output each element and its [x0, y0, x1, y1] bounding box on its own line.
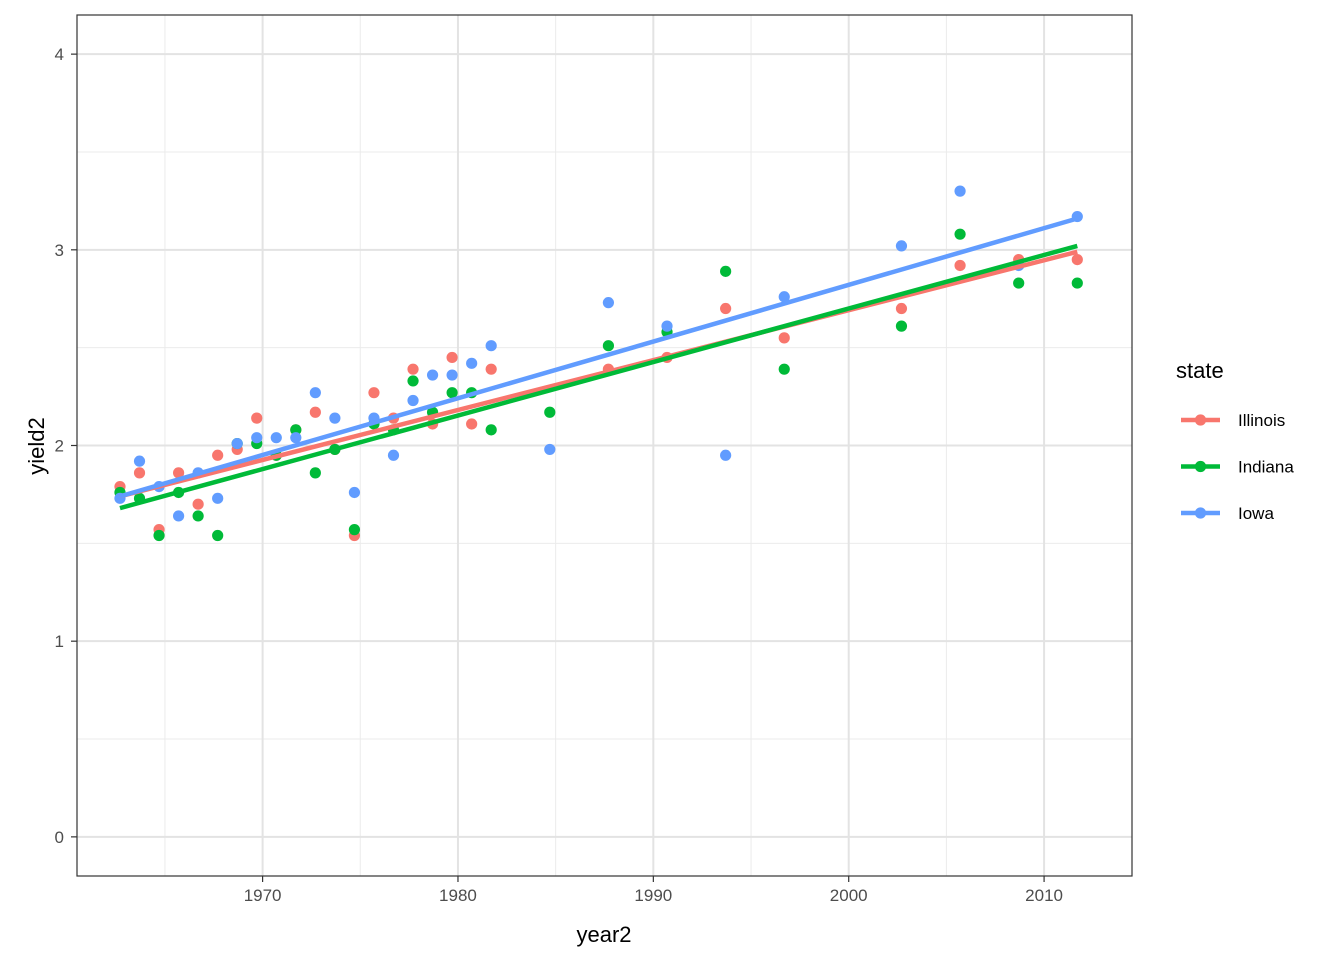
legend-key-point-iowa [1194, 507, 1207, 519]
iowa-point [231, 437, 243, 450]
illinois-point [251, 412, 263, 424]
legend: state Illinois Indiana Iowa [1176, 358, 1294, 523]
iowa-point [661, 320, 673, 332]
illinois-point [1071, 254, 1083, 266]
y-axis-title: yield2 [24, 417, 49, 474]
illinois-point [778, 332, 790, 344]
indiana-point [1013, 277, 1025, 289]
iowa-point [778, 291, 790, 303]
iowa-point [329, 412, 341, 424]
illinois-point [954, 259, 966, 272]
y-tick-label: 3 [55, 241, 64, 260]
y-axis: 0 1 2 3 4 [55, 45, 77, 847]
indiana-point [544, 406, 556, 418]
illinois-point [407, 363, 419, 375]
indiana-point [720, 265, 732, 277]
iowa-point [270, 432, 282, 444]
iowa-point [290, 432, 302, 444]
illinois-point [133, 467, 146, 479]
iowa-point [309, 387, 321, 399]
indiana-point [153, 529, 165, 542]
illinois-point [446, 351, 458, 364]
iowa-point [954, 185, 966, 197]
y-tick-label: 1 [55, 632, 64, 651]
data-points [114, 185, 1083, 542]
indiana-point [407, 375, 419, 387]
legend-key-point-illinois [1194, 414, 1207, 426]
legend-key-point-indiana [1194, 460, 1207, 473]
iowa-trend-line [119, 216, 1078, 499]
indiana-point [1071, 277, 1083, 289]
iowa-point [348, 486, 361, 499]
illinois-point [212, 449, 224, 461]
indiana-point [290, 424, 302, 436]
illinois-point [172, 467, 185, 479]
x-tick-label: 1990 [634, 886, 672, 905]
x-axis: 1970 1980 1990 2000 2010 [244, 876, 1063, 905]
illinois-point [466, 418, 478, 430]
indiana-point [895, 320, 908, 332]
x-tick-label: 1970 [244, 886, 282, 905]
indiana-point [602, 340, 615, 352]
iowa-point [407, 394, 419, 407]
y-tick-label: 0 [55, 828, 64, 847]
legend-label-illinois: Illinois [1238, 411, 1285, 430]
legend-label-iowa: Iowa [1238, 504, 1274, 523]
iowa-point [212, 492, 224, 504]
x-tick-label: 2010 [1025, 886, 1063, 905]
y-tick-label: 2 [55, 437, 64, 456]
iowa-point [544, 443, 556, 456]
iowa-point [720, 449, 732, 461]
iowa-point [426, 369, 439, 381]
iowa-point [485, 340, 497, 352]
iowa-point [895, 240, 908, 252]
iowa-point [172, 510, 185, 522]
illinois-point [485, 363, 497, 375]
iowa-point [602, 297, 615, 309]
illinois-point [309, 406, 321, 418]
iowa-point [387, 449, 400, 461]
illinois-point [895, 302, 908, 315]
indiana-point [954, 228, 966, 240]
illinois-point [368, 387, 380, 399]
legend-label-indiana: Indiana [1238, 458, 1294, 477]
indiana-point [485, 424, 497, 436]
x-tick-label: 2000 [830, 886, 868, 905]
indiana-point [446, 387, 458, 399]
major-gridlines [77, 15, 1132, 876]
iowa-point [251, 432, 263, 444]
illinois-point [192, 498, 204, 510]
legend-title: state [1176, 358, 1224, 383]
indiana-point [309, 467, 321, 479]
iowa-point [446, 369, 458, 381]
y-tick-label: 4 [55, 45, 64, 64]
illinois-point [720, 302, 732, 315]
iowa-point [133, 455, 146, 467]
iowa-point [466, 357, 478, 369]
indiana-point [778, 363, 790, 375]
x-axis-title: year2 [576, 922, 631, 947]
indiana-trend-line [119, 243, 1078, 511]
indiana-point [192, 510, 204, 522]
illinois-trend-line [119, 249, 1078, 499]
indiana-point [212, 529, 224, 542]
indiana-point [348, 524, 361, 536]
x-tick-label: 1980 [439, 886, 477, 905]
